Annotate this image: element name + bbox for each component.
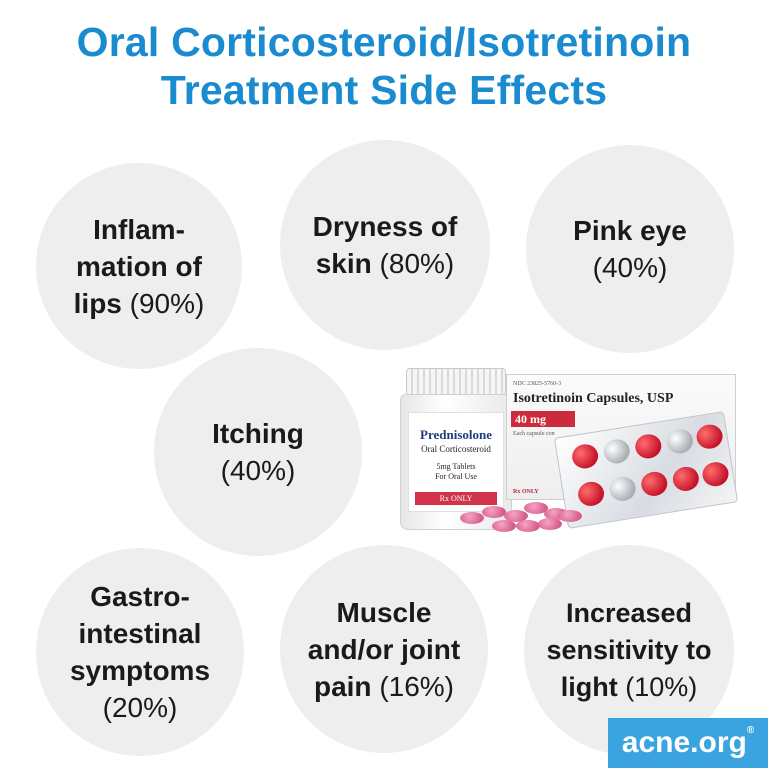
page-title: Oral Corticosteroid/Isotretinoin Treatme… — [0, 18, 768, 114]
side-effect-muscle-joint-pain: Muscle and/or joint pain (16%) — [280, 545, 488, 753]
side-effect-gastrointestinal: Gastro- intestinal symptoms (20%) — [36, 548, 244, 756]
percent-label: (20%) — [102, 692, 178, 723]
percent-label: (40%) — [220, 455, 296, 486]
side-effect-dry-skin: Dryness of skin (80%) — [280, 140, 490, 350]
brand-name: acne.org — [621, 726, 747, 759]
percent-label: (40%) — [592, 252, 668, 283]
bottle-label: Prednisolone Oral Corticosteroid 5mg Tab… — [408, 412, 504, 512]
percent-label: (16%) — [379, 670, 455, 702]
side-effect-lip-inflammation: Inflam- mation of lips (90%) — [36, 163, 242, 369]
brand-logo[interactable]: acne.org® — [608, 718, 768, 768]
title-line-2: Treatment Side Effects — [160, 67, 608, 113]
title-line-1: Oral Corticosteroid/Isotretinoin — [76, 19, 692, 65]
side-effect-itching: Itching (40%) — [154, 348, 362, 556]
registered-mark: ® — [746, 725, 755, 736]
medication-photo: Prednisolone Oral Corticosteroid 5mg Tab… — [398, 360, 748, 540]
percent-label: (90%) — [129, 287, 205, 319]
side-effect-pink-eye: Pink eye (40%) — [526, 145, 734, 353]
percent-label: (80%) — [379, 248, 455, 279]
percent-label: (10%) — [625, 671, 698, 702]
bottle-cap — [406, 368, 506, 396]
